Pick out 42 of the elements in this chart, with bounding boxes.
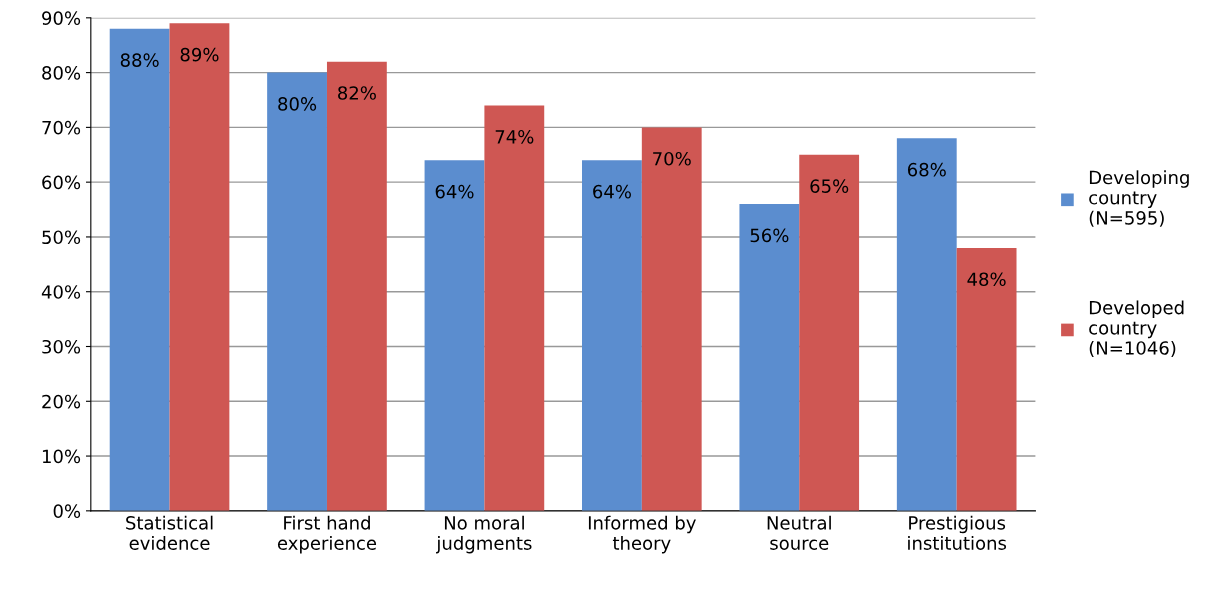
bar [641,127,702,511]
y-tick-label: 50% [42,230,81,245]
data-label: 48% [967,272,1006,287]
data-label: 89% [180,47,219,62]
bar [582,160,642,511]
y-tick-label: 20% [42,394,81,409]
data-label: 80% [278,97,317,111]
x-tick-label: Prestigious institutions [908,515,1007,550]
y-tick-label: 60% [42,175,81,190]
bar [484,105,545,511]
y-tick-label: 90% [42,11,81,25]
bar [956,247,1017,511]
y-tick-label: 70% [42,120,81,135]
x-tick-label: Informed by theory [588,515,696,554]
y-tick-label: 0% [53,504,81,518]
y-tick-label: 80% [42,66,81,80]
x-tick-label: Statistical evidence [126,515,213,550]
data-label: 74% [495,129,534,144]
y-tick-label: 40% [41,285,81,299]
data-label: 68% [907,162,946,177]
x-tick-label: No moral judgments [436,515,532,554]
bar [799,154,860,511]
bar [424,160,485,511]
bar [896,138,957,511]
data-label: 82% [338,86,376,100]
data-label: 56% [750,228,789,243]
y-tick-label: 10% [42,449,81,464]
legend-label: Developed country (N=1046) [1089,300,1184,357]
bar [169,23,230,511]
data-label: 64% [435,184,474,199]
data-label: 88% [120,53,159,67]
data-label: 70% [653,151,691,166]
x-tick-label: Neutral source [767,515,831,550]
data-label: 64% [593,184,631,199]
bar [739,204,800,511]
bar [109,28,170,511]
data-label: 65% [810,179,849,193]
legend-label: Developing country (N=595) [1089,170,1189,227]
x-tick-label: First hand experience [277,515,377,554]
bar [326,61,387,511]
bar [267,72,327,511]
y-tick-label: 30% [42,339,81,354]
